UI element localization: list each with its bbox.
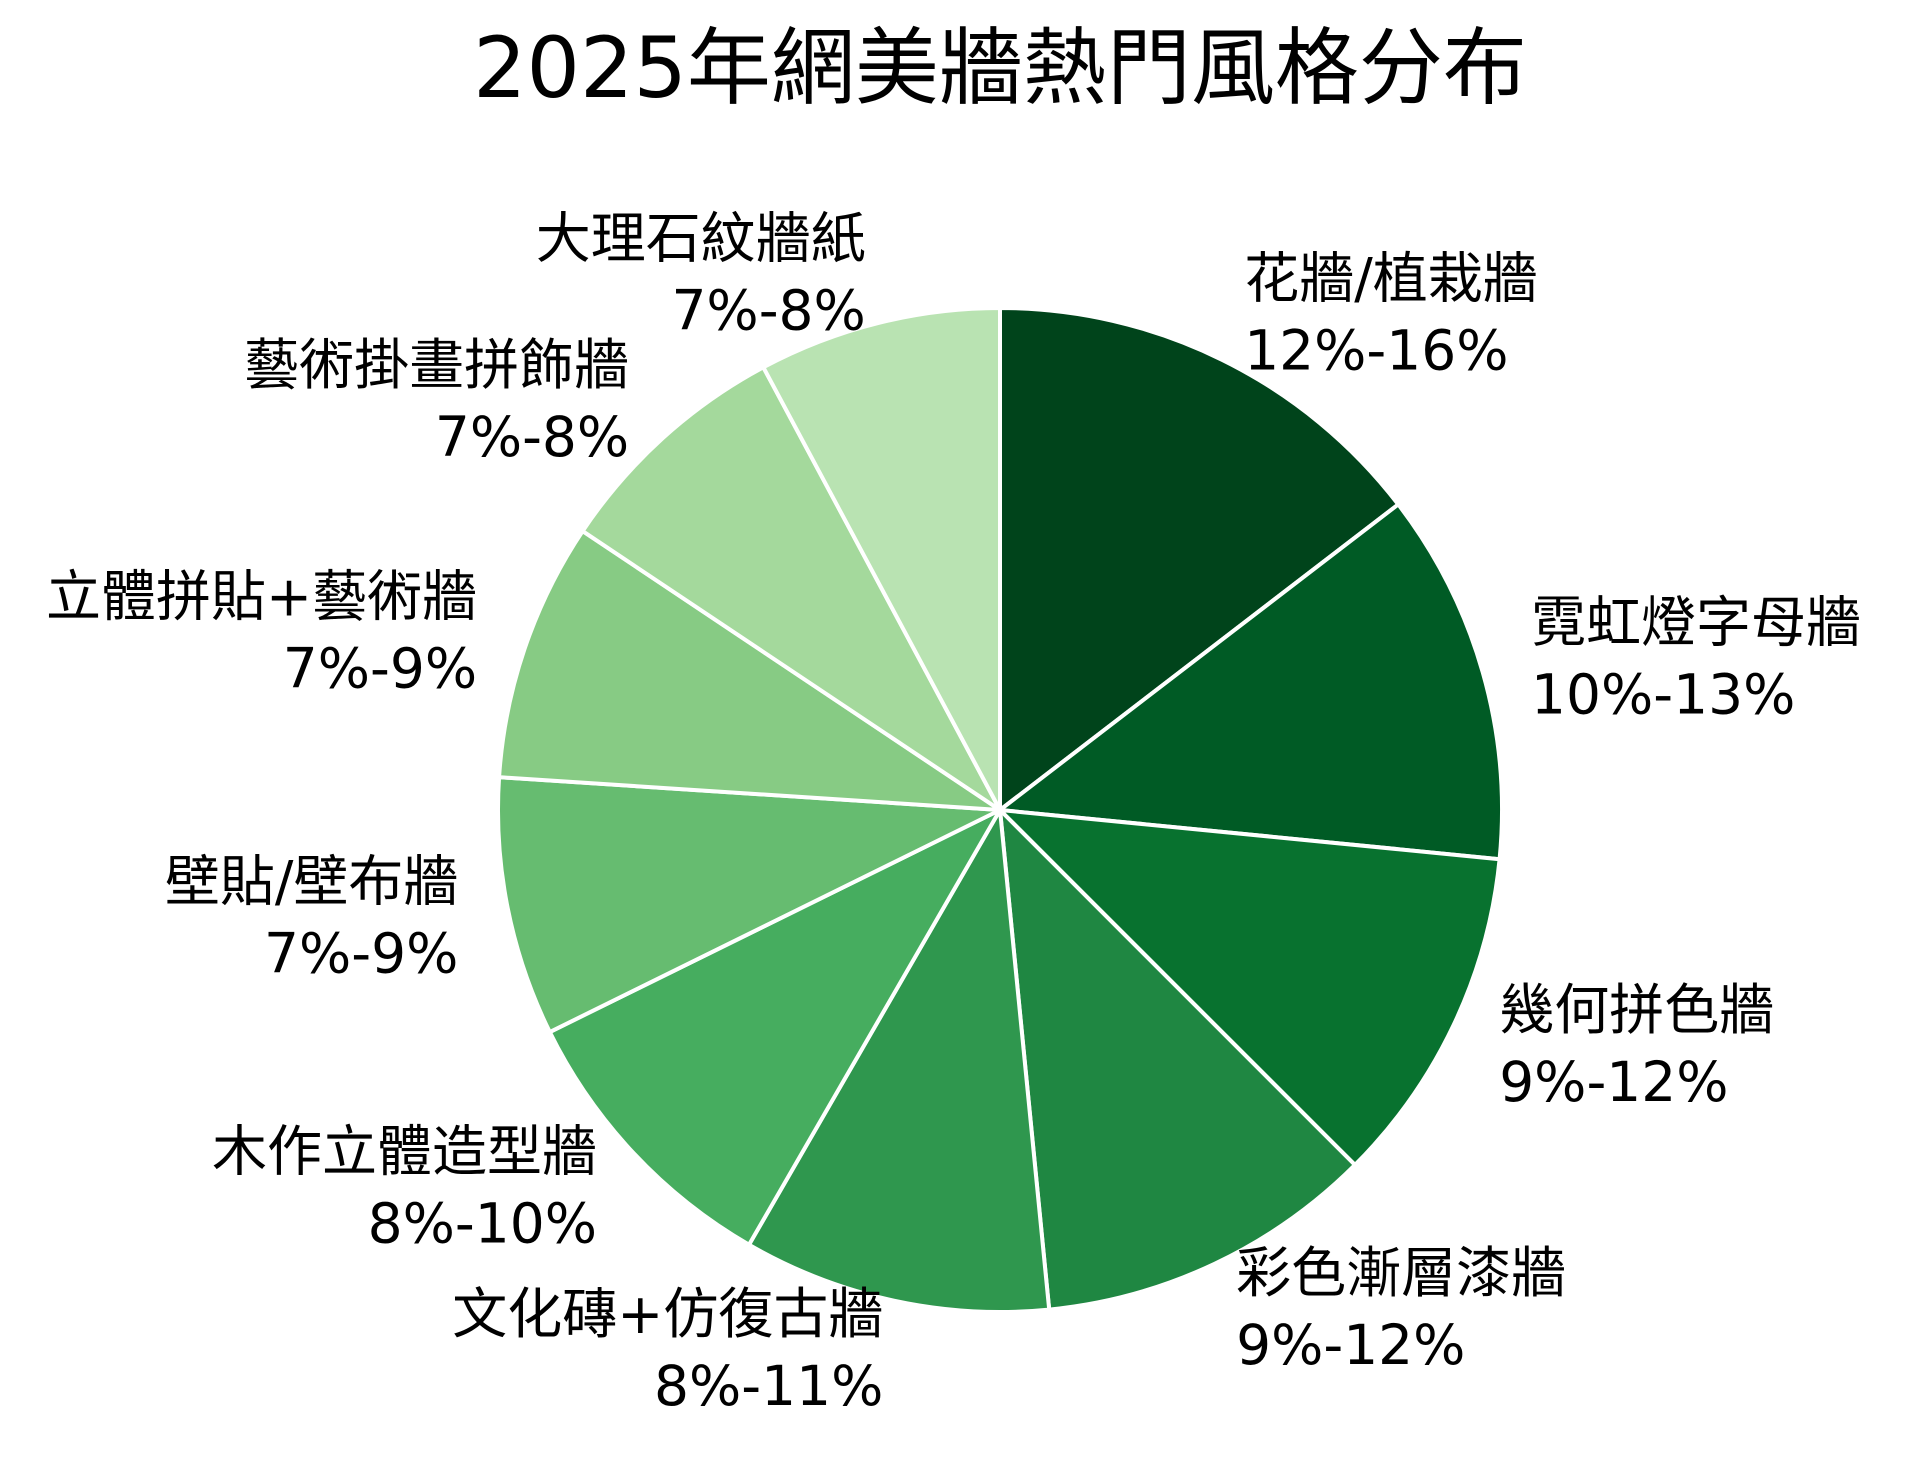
slice-range-5: 8%-11% bbox=[654, 1354, 883, 1418]
slice-label-2: 霓虹燈字母牆 bbox=[1531, 590, 1861, 654]
slice-range-3: 9%-12% bbox=[1499, 1050, 1728, 1114]
slice-range-1: 12%-16% bbox=[1244, 319, 1508, 383]
slice-range-10: 7%-8% bbox=[671, 278, 865, 342]
pie-slice-10 bbox=[761, 306, 1002, 812]
slice-range-8: 7%-9% bbox=[283, 637, 477, 701]
slice-label-1: 花牆/植栽牆 bbox=[1244, 247, 1538, 311]
slice-range-9: 7%-8% bbox=[435, 405, 629, 469]
slice-label-7: 壁貼/壁布牆 bbox=[165, 850, 459, 914]
slice-label-6: 木作立體造型牆 bbox=[212, 1120, 597, 1184]
pie-slice-5 bbox=[747, 808, 1052, 1314]
pie-slice-8 bbox=[497, 529, 1002, 812]
pie-slices bbox=[496, 306, 1504, 1314]
slice-range-2: 10%-13% bbox=[1531, 662, 1795, 726]
slice-range-7: 7%-9% bbox=[264, 922, 458, 986]
pie-slice-2 bbox=[998, 502, 1504, 862]
slice-label-5: 文化磚+仿復古牆 bbox=[452, 1282, 883, 1346]
slice-label-10: 大理石紋牆紙 bbox=[536, 206, 866, 270]
slice-label-8: 立體拼貼+藝術牆 bbox=[46, 565, 477, 629]
pie-labels: 花牆/植栽牆 12%-16% 霓虹燈字母牆 10%-13% 幾何拼色牆 9%-12% 彩色漸… bbox=[46, 206, 1861, 1418]
pie-slice-6 bbox=[547, 808, 1002, 1247]
slice-label-9: 藝術掛畫拼飾牆 bbox=[244, 333, 629, 397]
pie-slice-4 bbox=[998, 808, 1357, 1312]
pie-slice-7 bbox=[496, 775, 1002, 1035]
slice-range-4: 9%-12% bbox=[1236, 1313, 1465, 1377]
chart-title: 2025年網美牆熱門風格分布 bbox=[473, 19, 1527, 117]
slice-label-4: 彩色漸層漆牆 bbox=[1236, 1241, 1566, 1305]
pie-slice-9 bbox=[580, 365, 1002, 812]
slice-range-6: 8%-10% bbox=[368, 1192, 597, 1256]
slice-label-3: 幾何拼色牆 bbox=[1499, 978, 1774, 1042]
pie-slice-1 bbox=[998, 306, 1401, 812]
pie-slice-3 bbox=[998, 808, 1502, 1167]
